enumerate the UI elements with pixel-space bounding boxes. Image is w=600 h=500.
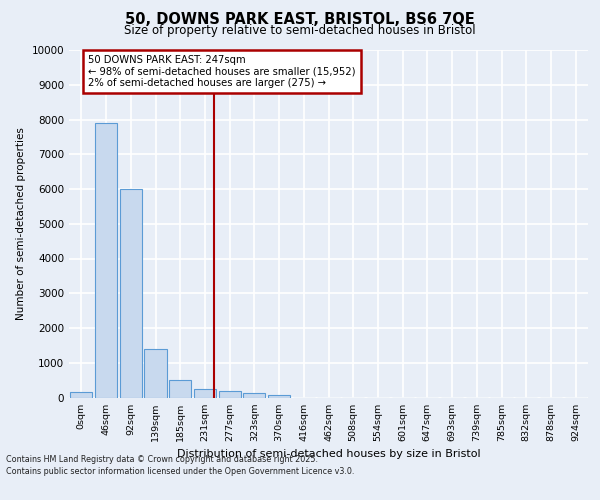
Text: Contains HM Land Registry data © Crown copyright and database right 2025.: Contains HM Land Registry data © Crown c… (6, 455, 318, 464)
Y-axis label: Number of semi-detached properties: Number of semi-detached properties (16, 128, 26, 320)
Bar (268, 396, 290, 398)
Bar (169, 380, 191, 398)
Text: Contains public sector information licensed under the Open Government Licence v3: Contains public sector information licen… (6, 467, 355, 476)
Bar (243, 393, 265, 398)
Text: 50, DOWNS PARK EAST, BRISTOL, BS6 7QE: 50, DOWNS PARK EAST, BRISTOL, BS6 7QE (125, 12, 475, 28)
Bar (70, 392, 92, 398)
Text: 50 DOWNS PARK EAST: 247sqm
← 98% of semi-detached houses are smaller (15,952)
2%: 50 DOWNS PARK EAST: 247sqm ← 98% of semi… (88, 55, 356, 88)
Bar (145, 349, 167, 398)
X-axis label: Distribution of semi-detached houses by size in Bristol: Distribution of semi-detached houses by … (176, 449, 481, 459)
Text: Size of property relative to semi-detached houses in Bristol: Size of property relative to semi-detach… (124, 24, 476, 37)
Bar (95, 123, 117, 398)
Bar (218, 392, 241, 398)
Bar (119, 189, 142, 398)
Bar (194, 389, 216, 398)
